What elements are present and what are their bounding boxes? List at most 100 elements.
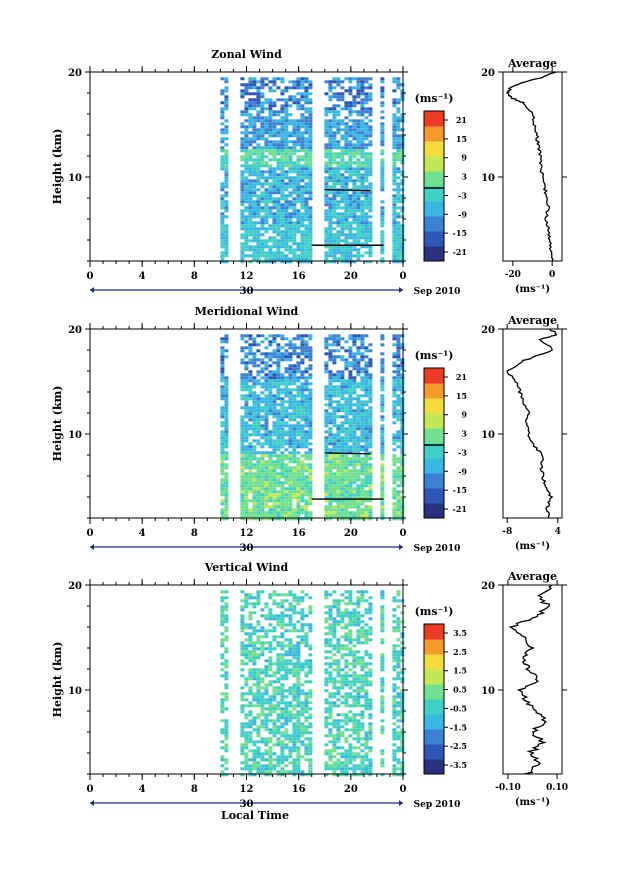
heatmap-cell [392,200,396,203]
heatmap-cell [288,131,292,134]
heatmap-cell [396,236,400,239]
heatmap-cell [284,505,288,508]
heatmap-cell [380,701,384,704]
heatmap-cell [328,593,332,596]
heatmap-cell [328,248,332,251]
heatmap-cell [276,385,280,388]
heatmap-cell [296,149,300,152]
heatmap-cell [284,734,288,737]
heatmap-cell [272,224,276,227]
heatmap-cell [284,511,288,514]
heatmap-cell [296,218,300,221]
heatmap-cell [276,704,280,707]
heatmap-cell [400,508,404,511]
heatmap-cell [304,173,308,176]
heatmap-cell [368,197,372,200]
heatmap-cell [276,227,280,230]
heatmap-cell [344,176,348,179]
heatmap-cell [280,460,284,463]
heatmap-cell [328,185,332,188]
heatmap-cell [396,713,400,716]
heatmap-cell [344,502,348,505]
heatmap-cell [276,206,280,209]
heatmap-cell [260,478,264,481]
heatmap-cell [360,725,364,728]
heatmap-cell [248,143,252,146]
heatmap-cell [256,146,260,149]
heatmap-cell [356,463,360,466]
heatmap-cell [368,125,372,128]
heatmap-cell [360,161,364,164]
heatmap-cell [348,373,352,376]
heatmap-cell [284,349,288,352]
heatmap-cell [248,388,252,391]
heatmap-cell [244,197,248,200]
heatmap-cell [364,403,368,406]
heatmap-cell [224,674,228,677]
heatmap-cell [348,469,352,472]
heatmap-cell [260,245,264,248]
heatmap-cell [252,122,256,125]
heatmap-cell [336,373,340,376]
heatmap-cell [328,704,332,707]
heatmap-cell [308,149,312,152]
heatmap-cell [244,454,248,457]
heatmap-cell [220,409,224,412]
heatmap-cell [364,206,368,209]
heatmap-cell [300,704,304,707]
heatmap-cell [248,200,252,203]
heatmap-cell [272,104,276,107]
heatmap-cell [272,731,276,734]
heatmap-cell [260,475,264,478]
heatmap-cell [276,257,280,260]
heatmap-cell [268,463,272,466]
heatmap-cell [336,239,340,242]
heatmap-cell [336,95,340,98]
heatmap-cell [292,623,296,626]
heatmap-cell [248,116,252,119]
heatmap-cell [308,511,312,514]
heatmap-cell [288,605,292,608]
heatmap-cell [340,647,344,650]
heatmap-cell [272,674,276,677]
heatmap-cell [276,158,280,161]
heatmap-cell [300,481,304,484]
heatmap-cell [344,433,348,436]
heatmap-cell [300,340,304,343]
heatmap-cell [256,215,260,218]
heatmap-cell [392,596,396,599]
heatmap-cell [248,406,252,409]
heatmap-cell [340,409,344,412]
heatmap-cell [368,671,372,674]
heatmap-cell [336,686,340,689]
heatmap-cell [352,671,356,674]
heatmap-cell [392,158,396,161]
heatmap-cell [260,218,264,221]
heatmap-cell [280,251,284,254]
heatmap-cell [240,427,244,430]
heatmap-cell [368,224,372,227]
heatmap-cell [264,671,268,674]
heatmap-cell [336,221,340,224]
heatmap-cell [344,608,348,611]
heatmap-cell [256,334,260,337]
heatmap-cell [344,197,348,200]
heatmap-cell [368,463,372,466]
heatmap-cell [288,650,292,653]
heatmap-cell [304,107,308,110]
heatmap-cell [304,707,308,710]
heatmap-cell [284,433,288,436]
heatmap-cell [276,448,280,451]
heatmap-cell [284,623,288,626]
heatmap-cell [328,376,332,379]
heatmap-cell [280,358,284,361]
heatmap-cell [300,116,304,119]
heatmap-cell [324,460,328,463]
heatmap-cell [240,95,244,98]
heatmap-cell [328,140,332,143]
heatmap-cell [252,158,256,161]
heatmap-cell [336,487,340,490]
heatmap-cell [364,632,368,635]
heatmap-cell [296,665,300,668]
heatmap-cell [364,388,368,391]
